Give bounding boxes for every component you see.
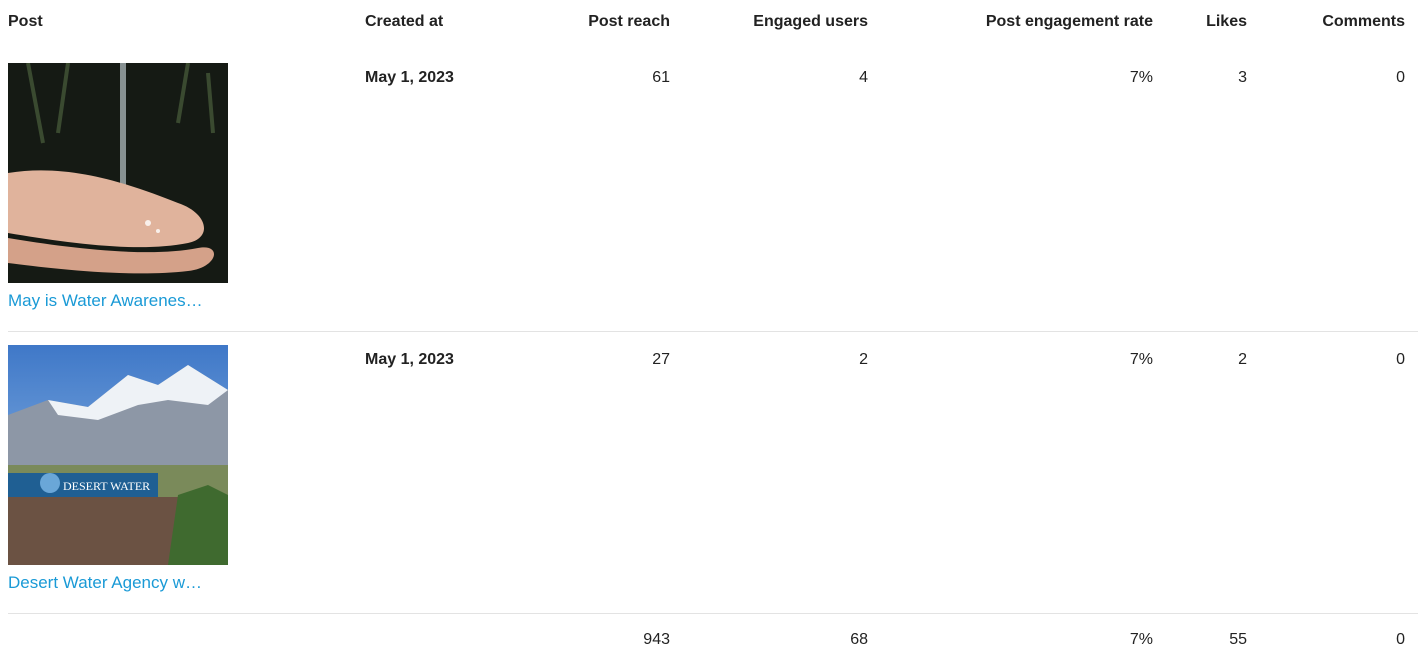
image-text: DESERT WATER bbox=[63, 479, 150, 493]
total-cell: 943 bbox=[643, 631, 670, 648]
metric-cell: 7% bbox=[1129, 351, 1153, 368]
total-cell: 55 bbox=[1229, 631, 1247, 648]
post-image[interactable] bbox=[8, 63, 228, 283]
created-date: May 1, 2023 bbox=[365, 69, 454, 86]
column-header[interactable]: Engaged users bbox=[753, 13, 868, 30]
row-separator bbox=[8, 613, 1418, 614]
column-header[interactable]: Created at bbox=[365, 13, 444, 30]
metric-cell: 61 bbox=[652, 69, 670, 86]
metric-cell: 0 bbox=[1396, 69, 1405, 86]
total-cell: 0 bbox=[1396, 631, 1405, 648]
column-header[interactable]: Comments bbox=[1322, 13, 1405, 30]
metric-cell: 3 bbox=[1238, 69, 1247, 86]
post-link[interactable]: Desert Water Agency w… bbox=[8, 573, 202, 592]
column-header[interactable]: Post engagement rate bbox=[985, 13, 1153, 30]
column-header[interactable]: Likes bbox=[1206, 13, 1247, 30]
metric-cell: 0 bbox=[1396, 351, 1405, 368]
total-cell: 68 bbox=[850, 631, 868, 648]
column-header[interactable]: Post reach bbox=[588, 13, 670, 30]
metric-cell: 7% bbox=[1129, 69, 1153, 86]
row-separator bbox=[8, 331, 1418, 332]
post-link[interactable]: May is Water Awarenes… bbox=[8, 291, 203, 310]
column-header[interactable]: Post bbox=[8, 13, 43, 30]
post-image[interactable]: DESERT WATER bbox=[8, 345, 228, 565]
metric-cell: 27 bbox=[652, 351, 670, 368]
created-date: May 1, 2023 bbox=[365, 351, 454, 368]
metric-cell: 4 bbox=[859, 69, 868, 86]
metric-cell: 2 bbox=[859, 351, 868, 368]
metric-cell: 2 bbox=[1238, 351, 1247, 368]
total-cell: 7% bbox=[1129, 631, 1153, 648]
